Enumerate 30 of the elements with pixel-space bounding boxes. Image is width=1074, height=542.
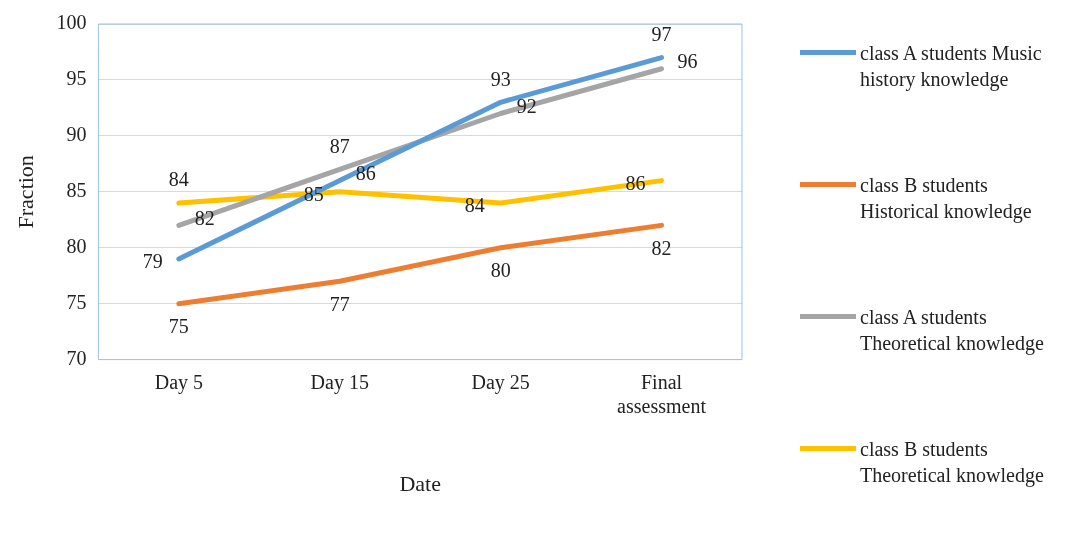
x-tick-label: Day 15 bbox=[310, 370, 369, 394]
data-label: 80 bbox=[490, 258, 511, 281]
x-tick-label: Day 25 bbox=[471, 370, 530, 394]
data-label: 79 bbox=[142, 250, 163, 273]
data-label: 93 bbox=[490, 67, 511, 90]
data-label: 96 bbox=[677, 50, 698, 72]
data-label: 92 bbox=[516, 94, 537, 117]
y-tick-label: 70 bbox=[66, 346, 87, 369]
data-label: 97 bbox=[651, 22, 672, 45]
legend-label: class A students Music history knowledge bbox=[860, 41, 1043, 92]
data-label: 77 bbox=[329, 292, 350, 315]
y-tick-label: 80 bbox=[66, 234, 87, 257]
data-label: 75 bbox=[168, 314, 189, 337]
x-tick-label: Day 5 bbox=[154, 370, 204, 394]
data-label: 85 bbox=[303, 183, 324, 206]
x-axis-title: Date bbox=[399, 470, 441, 496]
data-label: 84 bbox=[168, 168, 189, 191]
y-axis-title: Fraction bbox=[12, 155, 38, 229]
legend-label: class B students Theoretical knowledge bbox=[860, 437, 1045, 488]
legend-label: class A students Theoretical knowledge bbox=[860, 305, 1045, 356]
data-label: 82 bbox=[651, 236, 672, 259]
y-tick-label: 100 bbox=[56, 11, 87, 34]
y-tick-label: 75 bbox=[66, 290, 87, 313]
data-label: 87 bbox=[329, 134, 350, 157]
data-label: 82 bbox=[194, 206, 215, 229]
y-tick-label: 85 bbox=[66, 179, 87, 202]
y-tick-label: 90 bbox=[66, 123, 87, 146]
x-tick-label: Final assessment bbox=[617, 370, 707, 417]
legend-label: class B students Historical knowledge bbox=[860, 173, 1033, 224]
y-tick-label: 95 bbox=[66, 67, 87, 90]
